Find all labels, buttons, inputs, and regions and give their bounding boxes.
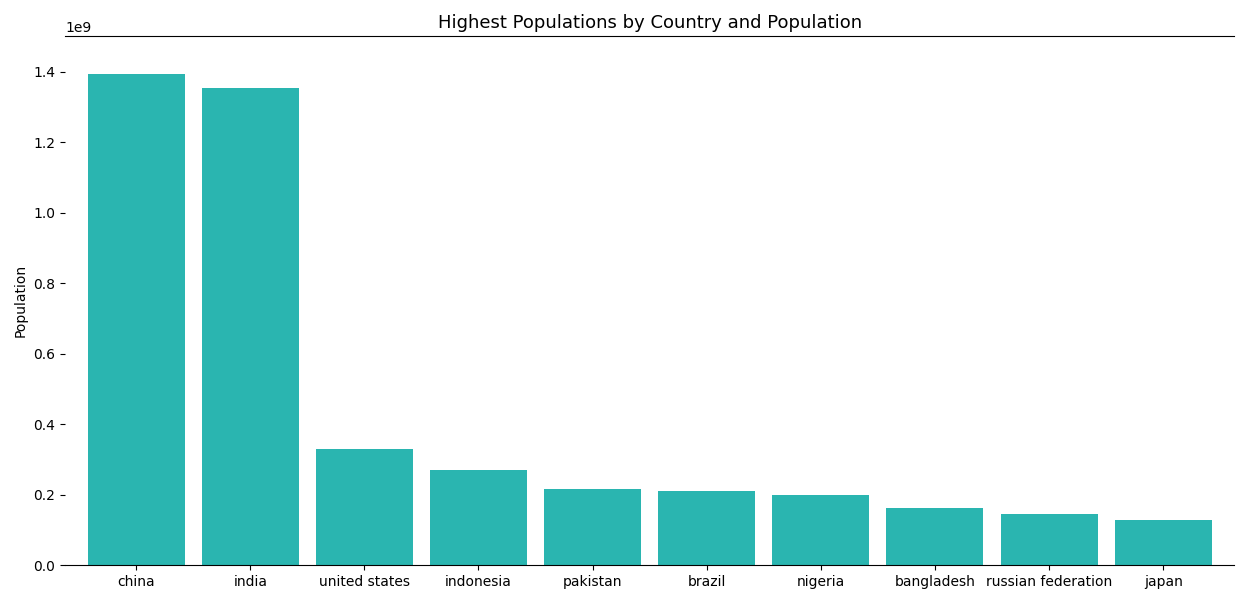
Bar bbox=[773, 495, 870, 566]
Bar bbox=[544, 489, 641, 566]
Bar bbox=[1114, 520, 1212, 566]
Bar bbox=[658, 491, 755, 566]
Bar bbox=[202, 88, 298, 566]
Bar bbox=[431, 470, 527, 566]
Title: Highest Populations by Country and Population: Highest Populations by Country and Popul… bbox=[438, 14, 861, 32]
Bar bbox=[87, 74, 185, 566]
Bar bbox=[316, 449, 413, 566]
Y-axis label: Population: Population bbox=[14, 264, 27, 337]
Bar bbox=[1001, 514, 1097, 566]
Bar bbox=[886, 508, 983, 566]
